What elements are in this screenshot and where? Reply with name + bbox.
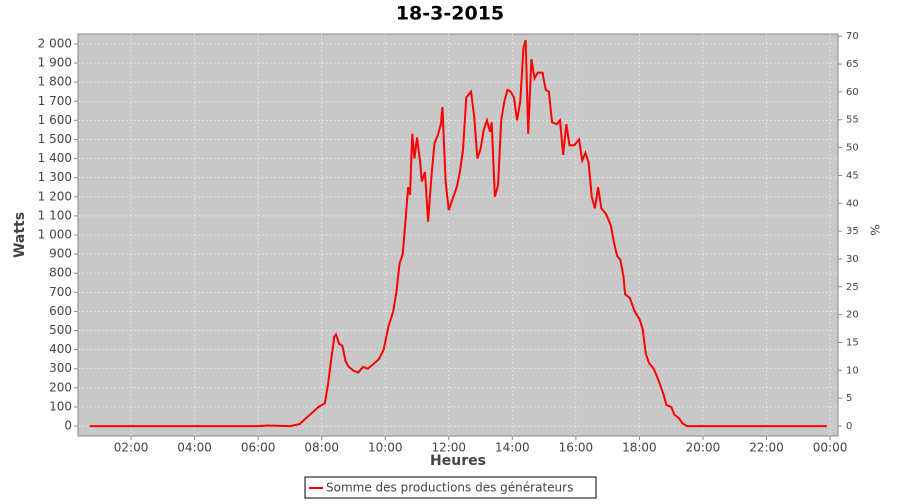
legend-label: Somme des productions des générateurs <box>326 481 573 495</box>
y-tick-label: 1 900 <box>38 56 72 70</box>
y-tick-label: 1 800 <box>38 75 72 89</box>
y-tick-label: 1 400 <box>38 151 72 165</box>
y-tick-label: 1 700 <box>38 94 72 108</box>
x-tick-label: 02:00 <box>114 441 149 455</box>
y-tick-label: 1 100 <box>38 208 72 222</box>
y-tick-label: 800 <box>49 266 72 280</box>
y-tick-label: 1 000 <box>38 228 72 242</box>
y-tick-label: 1 300 <box>38 170 72 184</box>
x-tick-label: 00:00 <box>813 441 848 455</box>
y2-tick-label: 35 <box>846 226 859 237</box>
y2-tick-label: 30 <box>846 254 859 265</box>
x-tick-label: 06:00 <box>241 441 276 455</box>
y-tick-label: 1 500 <box>38 132 72 146</box>
series-line <box>89 39 827 428</box>
y-tick-label: 700 <box>49 285 72 299</box>
y2-tick-label: 45 <box>846 170 859 181</box>
y2-tick-label: 40 <box>846 198 859 209</box>
y2-axis-label: % <box>868 224 882 235</box>
legend <box>304 476 597 499</box>
y-tick-label: 900 <box>49 247 72 261</box>
y-tick-label: 1 200 <box>38 189 72 203</box>
y-tick-label: 0 <box>64 419 72 433</box>
y2-tick-label: 70 <box>846 31 859 42</box>
y2-tick-label: 20 <box>846 310 859 321</box>
y2-tick-label: 15 <box>846 337 859 348</box>
x-tick-label: 20:00 <box>686 441 721 455</box>
x-tick-label: 18:00 <box>622 441 657 455</box>
y2-tick-label: 10 <box>846 365 859 376</box>
y-tick-label: 1 600 <box>38 113 72 127</box>
y-axis-label: Watts <box>12 212 28 258</box>
y2-tick-label: 65 <box>846 59 859 70</box>
x-tick-label: 14:00 <box>495 441 530 455</box>
y-tick-label: 100 <box>49 399 72 413</box>
y-tick-label: 600 <box>49 304 72 318</box>
y2-tick-label: 5 <box>846 393 852 404</box>
y2-tick-label: 25 <box>846 282 859 293</box>
y2-tick-label: 0 <box>846 421 852 432</box>
y-tick-label: 400 <box>49 342 72 356</box>
x-tick-label: 16:00 <box>559 441 594 455</box>
x-tick-label: 22:00 <box>749 441 784 455</box>
y-tick-label: 500 <box>49 323 72 337</box>
y-tick-label: 2 000 <box>38 36 72 50</box>
chart-title: 18-3-2015 <box>396 3 504 25</box>
y-tick-label: 300 <box>49 361 72 375</box>
x-tick-label: 04:00 <box>177 441 212 455</box>
y-tick-label: 200 <box>49 380 72 394</box>
y2-tick-label: 60 <box>846 87 859 98</box>
x-tick-label: 12:00 <box>431 441 466 455</box>
y2-tick-label: 50 <box>846 143 859 154</box>
x-axis-label: Heures <box>430 453 486 469</box>
x-tick-label: 08:00 <box>304 441 339 455</box>
y2-tick-label: 55 <box>846 115 859 126</box>
x-tick-label: 10:00 <box>368 441 403 455</box>
